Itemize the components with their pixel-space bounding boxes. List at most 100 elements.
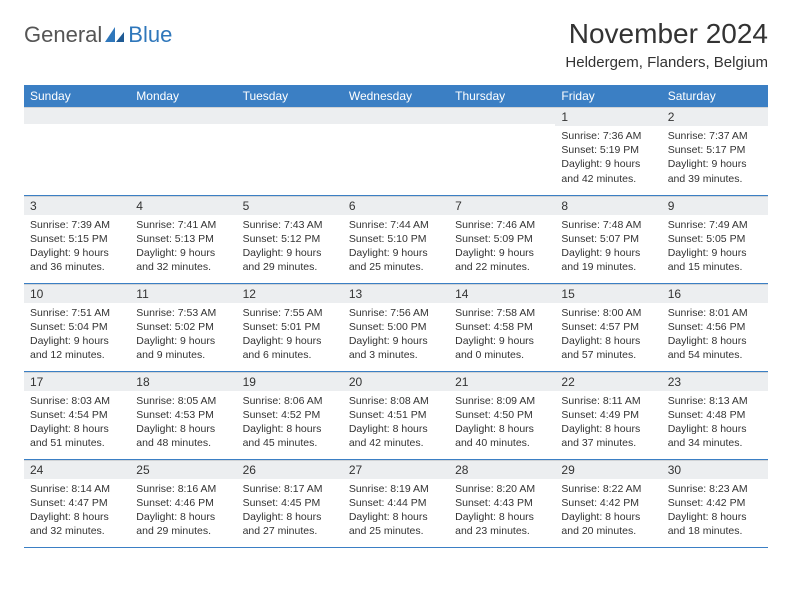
sunrise-text: Sunrise: 7:39 AM [30, 218, 124, 232]
sunset-text: Sunset: 4:56 PM [668, 320, 762, 334]
daylight-text: Daylight: 9 hours and 22 minutes. [455, 246, 549, 274]
sunset-text: Sunset: 4:44 PM [349, 496, 443, 510]
day-number: 8 [555, 196, 661, 215]
day-number: 16 [662, 284, 768, 303]
daylight-text: Daylight: 9 hours and 12 minutes. [30, 334, 124, 362]
location-text: Heldergem, Flanders, Belgium [565, 54, 768, 71]
logo-text-blue: Blue [128, 22, 172, 48]
calendar-day-cell: 7Sunrise: 7:46 AMSunset: 5:09 PMDaylight… [449, 195, 555, 283]
sunrise-text: Sunrise: 8:11 AM [561, 394, 655, 408]
day-content: Sunrise: 7:51 AMSunset: 5:04 PMDaylight:… [24, 303, 130, 367]
day-number: 17 [24, 372, 130, 391]
calendar-day-cell: 6Sunrise: 7:44 AMSunset: 5:10 PMDaylight… [343, 195, 449, 283]
calendar-week-row: 3Sunrise: 7:39 AMSunset: 5:15 PMDaylight… [24, 195, 768, 283]
calendar-week-row: 10Sunrise: 7:51 AMSunset: 5:04 PMDayligh… [24, 283, 768, 371]
sunrise-text: Sunrise: 8:09 AM [455, 394, 549, 408]
calendar-week-row: 1Sunrise: 7:36 AMSunset: 5:19 PMDaylight… [24, 107, 768, 195]
day-content: Sunrise: 8:14 AMSunset: 4:47 PMDaylight:… [24, 479, 130, 543]
day-number [24, 107, 130, 124]
day-content: Sunrise: 7:36 AMSunset: 5:19 PMDaylight:… [555, 126, 661, 190]
sunset-text: Sunset: 4:53 PM [136, 408, 230, 422]
sunset-text: Sunset: 5:15 PM [30, 232, 124, 246]
weekday-header: Sunday [24, 85, 130, 107]
calendar-day-cell: 18Sunrise: 8:05 AMSunset: 4:53 PMDayligh… [130, 371, 236, 459]
daylight-text: Daylight: 8 hours and 23 minutes. [455, 510, 549, 538]
calendar-day-cell: 26Sunrise: 8:17 AMSunset: 4:45 PMDayligh… [237, 459, 343, 547]
sunrise-text: Sunrise: 7:48 AM [561, 218, 655, 232]
sunset-text: Sunset: 4:46 PM [136, 496, 230, 510]
daylight-text: Daylight: 8 hours and 54 minutes. [668, 334, 762, 362]
daylight-text: Daylight: 8 hours and 40 minutes. [455, 422, 549, 450]
daylight-text: Daylight: 8 hours and 48 minutes. [136, 422, 230, 450]
daylight-text: Daylight: 9 hours and 9 minutes. [136, 334, 230, 362]
calendar-day-cell [130, 107, 236, 195]
day-content: Sunrise: 8:01 AMSunset: 4:56 PMDaylight:… [662, 303, 768, 367]
sunset-text: Sunset: 4:57 PM [561, 320, 655, 334]
sunrise-text: Sunrise: 8:19 AM [349, 482, 443, 496]
daylight-text: Daylight: 8 hours and 57 minutes. [561, 334, 655, 362]
sunrise-text: Sunrise: 7:46 AM [455, 218, 549, 232]
sunrise-text: Sunrise: 7:56 AM [349, 306, 443, 320]
day-content: Sunrise: 7:37 AMSunset: 5:17 PMDaylight:… [662, 126, 768, 190]
day-content: Sunrise: 8:06 AMSunset: 4:52 PMDaylight:… [237, 391, 343, 455]
day-number: 6 [343, 196, 449, 215]
sunset-text: Sunset: 5:00 PM [349, 320, 443, 334]
calendar-day-cell: 15Sunrise: 8:00 AMSunset: 4:57 PMDayligh… [555, 283, 661, 371]
day-number: 11 [130, 284, 236, 303]
title-block: November 2024 Heldergem, Flanders, Belgi… [565, 18, 768, 71]
sunrise-text: Sunrise: 8:16 AM [136, 482, 230, 496]
calendar-day-cell: 29Sunrise: 8:22 AMSunset: 4:42 PMDayligh… [555, 459, 661, 547]
day-number: 22 [555, 372, 661, 391]
calendar-day-cell: 30Sunrise: 8:23 AMSunset: 4:42 PMDayligh… [662, 459, 768, 547]
day-number: 24 [24, 460, 130, 479]
sunrise-text: Sunrise: 7:43 AM [243, 218, 337, 232]
daylight-text: Daylight: 8 hours and 37 minutes. [561, 422, 655, 450]
sunrise-text: Sunrise: 8:06 AM [243, 394, 337, 408]
calendar-day-cell: 16Sunrise: 8:01 AMSunset: 4:56 PMDayligh… [662, 283, 768, 371]
calendar-week-row: 17Sunrise: 8:03 AMSunset: 4:54 PMDayligh… [24, 371, 768, 459]
day-number [449, 107, 555, 124]
sunset-text: Sunset: 5:12 PM [243, 232, 337, 246]
calendar-day-cell: 20Sunrise: 8:08 AMSunset: 4:51 PMDayligh… [343, 371, 449, 459]
sunrise-text: Sunrise: 8:13 AM [668, 394, 762, 408]
daylight-text: Daylight: 8 hours and 20 minutes. [561, 510, 655, 538]
sunset-text: Sunset: 4:42 PM [561, 496, 655, 510]
sunrise-text: Sunrise: 8:23 AM [668, 482, 762, 496]
daylight-text: Daylight: 8 hours and 29 minutes. [136, 510, 230, 538]
sunset-text: Sunset: 4:54 PM [30, 408, 124, 422]
calendar-day-cell: 5Sunrise: 7:43 AMSunset: 5:12 PMDaylight… [237, 195, 343, 283]
sunrise-text: Sunrise: 7:53 AM [136, 306, 230, 320]
daylight-text: Daylight: 8 hours and 42 minutes. [349, 422, 443, 450]
daylight-text: Daylight: 9 hours and 19 minutes. [561, 246, 655, 274]
day-number: 5 [237, 196, 343, 215]
sunset-text: Sunset: 4:58 PM [455, 320, 549, 334]
day-content: Sunrise: 8:23 AMSunset: 4:42 PMDaylight:… [662, 479, 768, 543]
day-number: 2 [662, 107, 768, 126]
calendar-table: Sunday Monday Tuesday Wednesday Thursday… [24, 85, 768, 548]
calendar-day-cell: 12Sunrise: 7:55 AMSunset: 5:01 PMDayligh… [237, 283, 343, 371]
day-number: 13 [343, 284, 449, 303]
day-content: Sunrise: 8:00 AMSunset: 4:57 PMDaylight:… [555, 303, 661, 367]
day-content: Sunrise: 7:43 AMSunset: 5:12 PMDaylight:… [237, 215, 343, 279]
day-number: 30 [662, 460, 768, 479]
daylight-text: Daylight: 9 hours and 0 minutes. [455, 334, 549, 362]
sunrise-text: Sunrise: 7:49 AM [668, 218, 762, 232]
day-number: 10 [24, 284, 130, 303]
sunset-text: Sunset: 4:51 PM [349, 408, 443, 422]
sunset-text: Sunset: 4:43 PM [455, 496, 549, 510]
sunrise-text: Sunrise: 7:36 AM [561, 129, 655, 143]
calendar-day-cell: 27Sunrise: 8:19 AMSunset: 4:44 PMDayligh… [343, 459, 449, 547]
day-number: 28 [449, 460, 555, 479]
calendar-day-cell: 23Sunrise: 8:13 AMSunset: 4:48 PMDayligh… [662, 371, 768, 459]
day-number: 20 [343, 372, 449, 391]
sunset-text: Sunset: 5:19 PM [561, 143, 655, 157]
daylight-text: Daylight: 9 hours and 36 minutes. [30, 246, 124, 274]
day-number: 4 [130, 196, 236, 215]
logo-sail-icon [104, 26, 126, 44]
sunset-text: Sunset: 5:09 PM [455, 232, 549, 246]
day-content: Sunrise: 8:22 AMSunset: 4:42 PMDaylight:… [555, 479, 661, 543]
daylight-text: Daylight: 8 hours and 45 minutes. [243, 422, 337, 450]
sunset-text: Sunset: 4:45 PM [243, 496, 337, 510]
daylight-text: Daylight: 8 hours and 34 minutes. [668, 422, 762, 450]
day-number: 26 [237, 460, 343, 479]
